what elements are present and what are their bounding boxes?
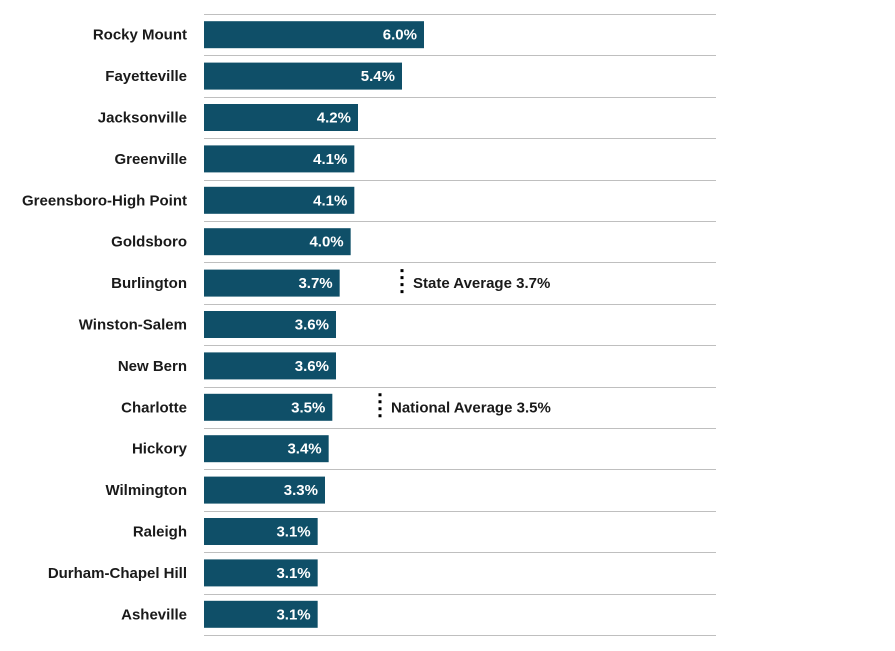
category-label: Asheville	[121, 606, 187, 623]
data-label: 3.1%	[276, 606, 310, 623]
bar	[204, 476, 325, 504]
bar	[204, 311, 336, 338]
bar	[204, 269, 340, 297]
bar	[204, 435, 329, 463]
category-label: Raleigh	[133, 524, 187, 541]
data-label: 3.1%	[276, 565, 310, 582]
bar	[204, 21, 424, 49]
bar	[204, 145, 355, 173]
category-label: Winston-Salem	[79, 317, 187, 334]
bar	[204, 62, 402, 90]
bar	[204, 104, 358, 131]
category-label: Goldsboro	[111, 234, 187, 251]
category-label: Burlington	[111, 275, 187, 292]
data-label: 4.1%	[313, 192, 347, 209]
category-label: New Bern	[118, 358, 187, 375]
bar	[204, 228, 351, 256]
data-label: 6.0%	[383, 27, 417, 44]
data-label: 5.4%	[361, 68, 395, 85]
bar	[204, 518, 318, 545]
bar	[204, 600, 318, 628]
category-label: Hickory	[132, 441, 188, 458]
data-label: 4.0%	[309, 234, 343, 251]
data-label: 4.1%	[313, 151, 347, 168]
reference-label: State Average 3.7%	[413, 275, 550, 292]
bar	[204, 186, 355, 214]
category-label: Durham-Chapel Hill	[48, 565, 187, 582]
data-label: 3.3%	[284, 482, 318, 499]
category-label: Wilmington	[105, 482, 187, 499]
category-label: Greenville	[114, 151, 187, 168]
data-label: 3.5%	[291, 399, 325, 416]
data-label: 3.6%	[295, 317, 329, 334]
category-label: Charlotte	[121, 399, 187, 416]
category-label: Greensboro-High Point	[22, 192, 187, 209]
data-label: 3.7%	[298, 275, 332, 292]
data-label: 3.6%	[295, 358, 329, 375]
bar	[204, 352, 336, 380]
bar	[204, 559, 318, 587]
data-label: 3.1%	[276, 524, 310, 541]
bar	[204, 393, 333, 421]
reference-label: National Average 3.5%	[391, 399, 551, 416]
data-label: 3.4%	[287, 441, 321, 458]
category-label: Fayetteville	[105, 68, 187, 85]
category-label: Jacksonville	[98, 110, 187, 127]
data-label: 4.2%	[317, 110, 351, 127]
category-label: Rocky Mount	[93, 27, 187, 44]
